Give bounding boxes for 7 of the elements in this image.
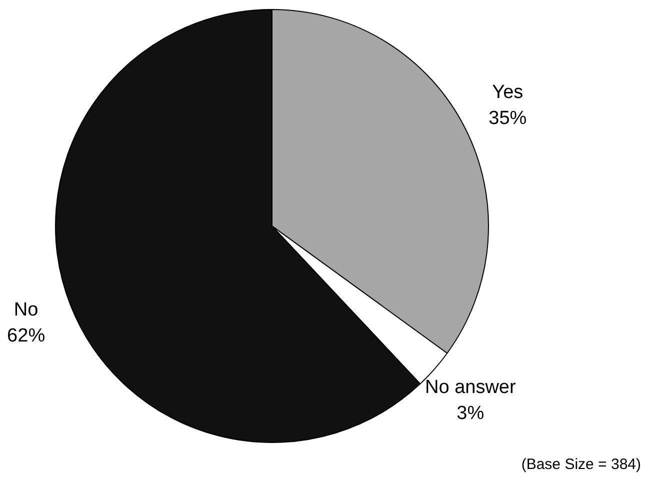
slice-label: Yes bbox=[492, 82, 524, 104]
slice-label: No bbox=[14, 300, 38, 321]
slice-label: No answer bbox=[424, 377, 516, 398]
data-label: 35% bbox=[488, 108, 527, 130]
data-label: 62% bbox=[7, 326, 46, 347]
text: (Base Size = 384) bbox=[521, 456, 641, 474]
data-label: 3% bbox=[456, 403, 484, 424]
